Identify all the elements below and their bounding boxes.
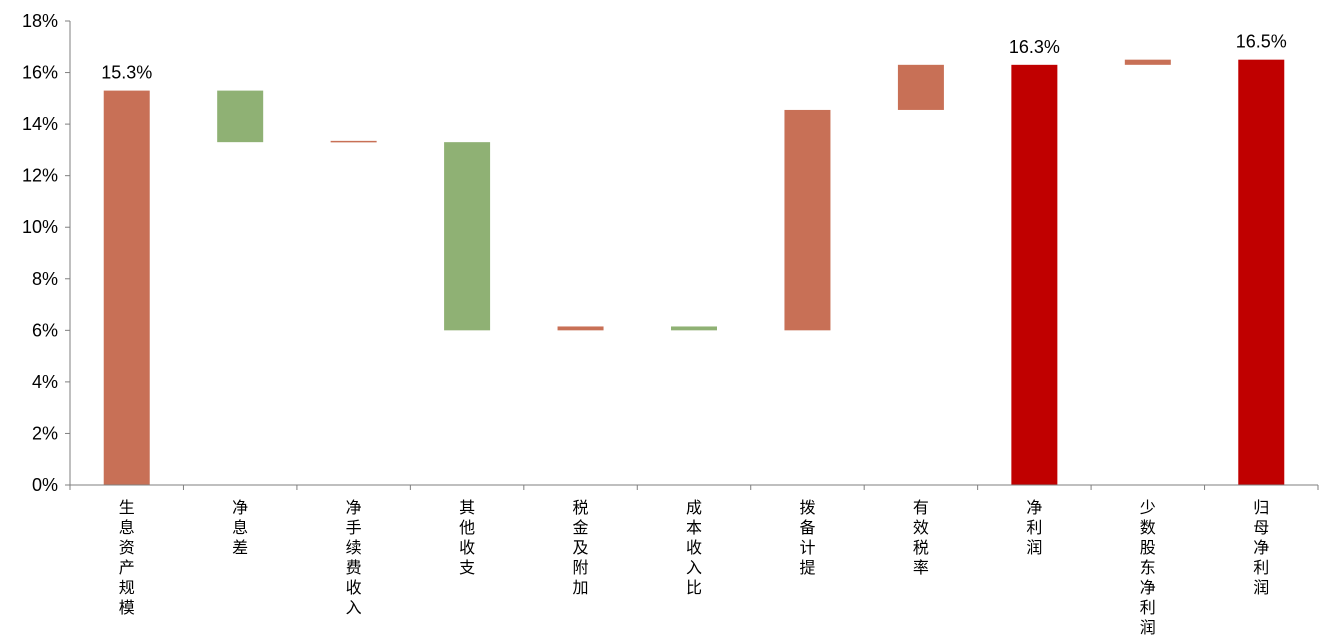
bar-3 (330, 140, 377, 143)
bar-1 (103, 90, 150, 485)
y-tick-label: 12% (22, 166, 58, 186)
y-tick-label: 8% (32, 269, 58, 289)
y-tick-label: 4% (32, 372, 58, 392)
y-tick-label: 14% (22, 114, 58, 134)
data-label: 15.3% (101, 63, 152, 83)
y-tick-label: 10% (22, 217, 58, 237)
y-tick-label: 6% (32, 320, 58, 340)
category-label: 其他收支 (459, 498, 475, 577)
y-axis: 0% 2% 4% 6% 8% 10% 12% 14% 16% 18% (22, 11, 71, 495)
bar-2 (217, 90, 264, 143)
category-label: 归母净利润 (1253, 498, 1269, 597)
category-label: 税金及附加 (573, 498, 589, 597)
data-label: 16.5% (1236, 32, 1287, 52)
category-label: 少数股东净利润 (1140, 498, 1156, 637)
bar-6 (671, 326, 717, 331)
bar-4 (444, 142, 491, 331)
y-tick-label: 0% (32, 475, 58, 495)
y-tick-label: 2% (32, 423, 58, 443)
category-label: 生息资产规模 (119, 498, 135, 617)
bar-5 (557, 326, 604, 331)
category-label: 净利润 (1026, 498, 1042, 557)
bar-9 (1011, 64, 1058, 486)
bar-8 (897, 64, 944, 110)
y-tick-label: 18% (22, 11, 58, 31)
bars (103, 59, 1285, 486)
x-axis: 生息资产规模 净息差 净手续费收入 其他收支 税金及附加 成本收入比 拨备计提 有效税率 净利润… (69, 484, 1319, 637)
category-label: 成本收入比 (686, 498, 702, 597)
y-tick-label: 16% (22, 63, 58, 83)
category-label: 净息差 (232, 498, 248, 557)
data-labels: 15.3% 16.3% 16.5% (101, 32, 1287, 83)
bar-11 (1238, 59, 1285, 486)
category-label: 有效税率 (913, 498, 929, 577)
data-label: 16.3% (1009, 37, 1060, 57)
category-label: 拨备计提 (799, 498, 815, 577)
category-label: 净手续费收入 (346, 498, 362, 617)
bar-10 (1124, 59, 1171, 65)
bar-7 (784, 109, 831, 331)
